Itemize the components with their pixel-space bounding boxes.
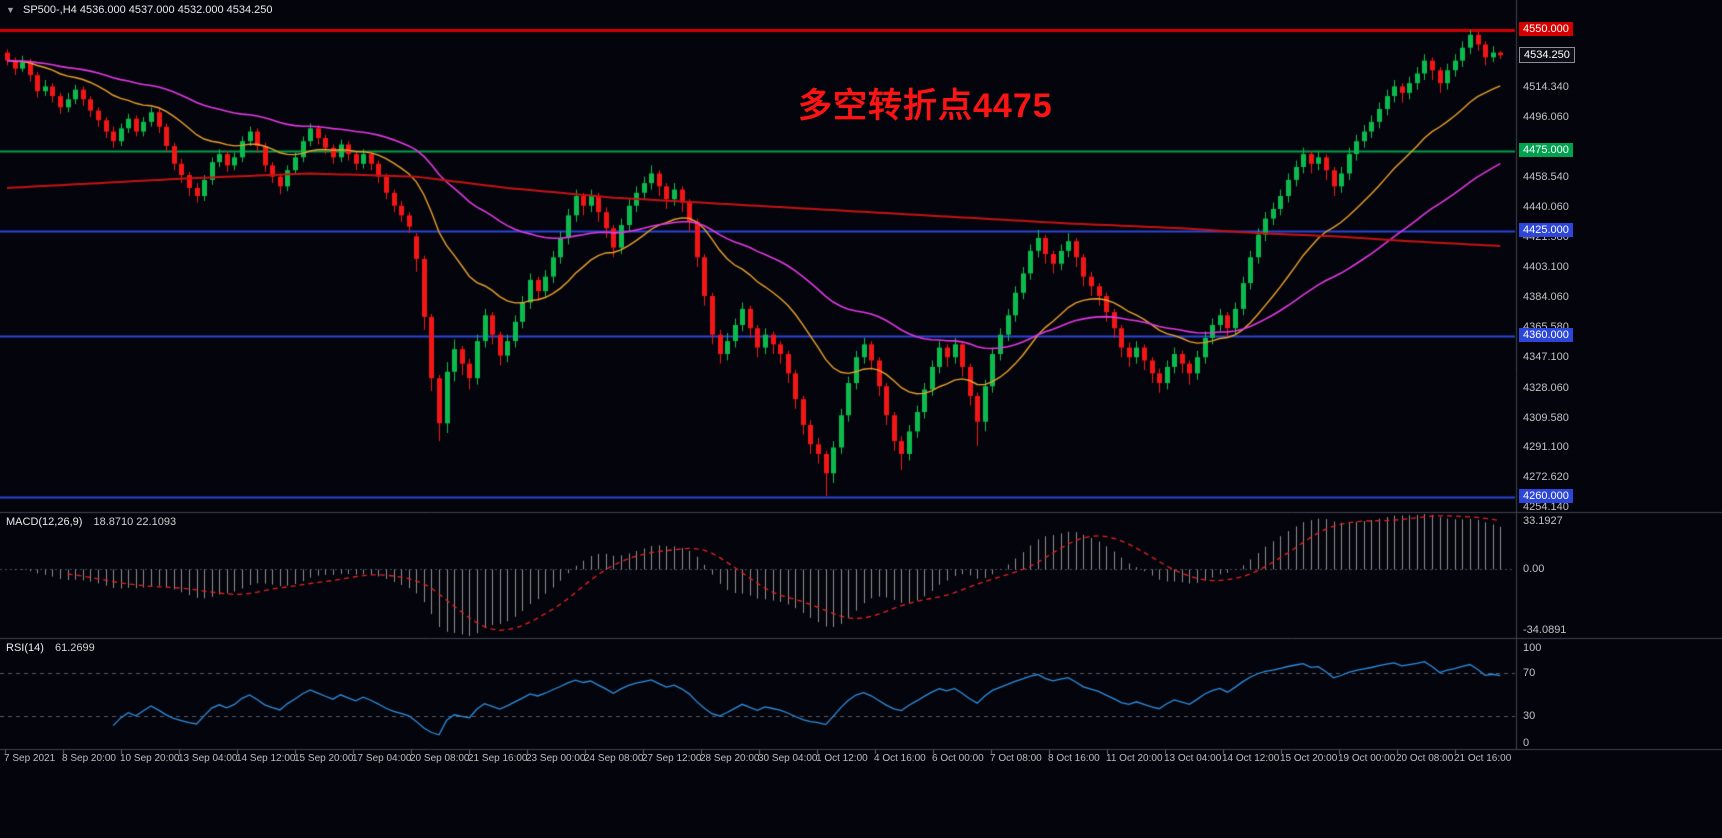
price-tick: 4514.340 (1523, 81, 1569, 94)
rsi-value: 61.2699 (54, 642, 95, 654)
price-level-badge: 4260.000 (1519, 489, 1573, 504)
time-label: 11 Oct 20:00 (1106, 753, 1163, 764)
price-axis[interactable]: 4514.3404496.0604458.5404440.0604421.580… (1517, 0, 1722, 750)
time-label: 7 Sep 2021 (4, 753, 56, 764)
time-label: 13 Oct 04:00 (1164, 753, 1222, 764)
time-label: 30 Sep 04:00 (758, 753, 818, 764)
time-label: 15 Oct 20:00 (1280, 753, 1338, 764)
time-label: 8 Oct 16:00 (1048, 753, 1100, 764)
time-label: 28 Sep 20:00 (700, 753, 760, 764)
time-label: 24 Sep 08:00 (584, 753, 644, 764)
price-tick: 4291.100 (1523, 441, 1569, 454)
panel-splitter-rsi[interactable] (0, 635, 1722, 641)
price-level-badge: 4475.000 (1519, 142, 1573, 157)
rsi-header: RSI(14) 61.2699 (6, 642, 95, 654)
price-tick: 4496.060 (1523, 110, 1569, 123)
price-tick: 4440.060 (1523, 201, 1569, 214)
price-level-badge: 4360.000 (1519, 328, 1573, 343)
time-label: 20 Oct 08:00 (1396, 753, 1454, 764)
price-tick: 4272.620 (1523, 471, 1569, 484)
time-label: 19 Oct 00:00 (1338, 753, 1396, 764)
time-label: 6 Oct 00:00 (932, 753, 984, 764)
last-price-badge: 4534.250 (1519, 47, 1575, 64)
macd-axis-max: 33.1927 (1523, 515, 1563, 527)
macd-values: 18.8710 22.1093 (93, 516, 177, 528)
time-label: 21 Oct 16:00 (1454, 753, 1512, 764)
time-label: 8 Sep 20:00 (62, 753, 116, 764)
rsi-axis-30: 30 (1523, 709, 1536, 722)
time-label: 27 Sep 12:00 (642, 753, 702, 764)
price-level-badge: 4550.000 (1519, 21, 1573, 36)
time-label: 13 Sep 04:00 (178, 753, 238, 764)
macd-label: MACD(12,26,9) (6, 516, 83, 528)
time-label: 15 Sep 20:00 (294, 753, 354, 764)
annotation-text[interactable]: 多空转折点4475 (798, 87, 1053, 125)
time-label: 17 Sep 04:00 (352, 753, 412, 764)
time-label: 23 Sep 00:00 (526, 753, 586, 764)
time-label: 14 Oct 12:00 (1222, 753, 1280, 764)
time-label: 1 Oct 12:00 (816, 753, 868, 764)
price-tick: 4328.060 (1523, 381, 1569, 394)
macd-header: MACD(12,26,9) 18.8710 22.1093 (6, 516, 176, 528)
price-tick: 4384.060 (1523, 291, 1569, 304)
price-level-badge: 4425.000 (1519, 223, 1573, 238)
time-label: 20 Sep 08:00 (410, 753, 470, 764)
symbol-ohlc-text: SP500-,H4 4536.000 4537.000 4532.000 453… (22, 4, 273, 16)
price-tick: 4458.540 (1523, 171, 1569, 184)
time-label: 7 Oct 08:00 (990, 753, 1042, 764)
rsi-axis-70: 70 (1523, 667, 1536, 680)
price-tick: 4254.140 (1523, 500, 1569, 513)
time-label: 4 Oct 16:00 (874, 753, 926, 764)
macd-axis-zero: 0.00 (1523, 563, 1545, 576)
rsi-axis-0: 0 (1523, 737, 1530, 749)
symbol-info: ▼ SP500-,H4 4536.000 4537.000 4532.000 4… (6, 4, 273, 16)
time-label: 10 Sep 20:00 (120, 753, 180, 764)
time-label: 21 Sep 16:00 (468, 753, 528, 764)
time-label: 14 Sep 12:00 (236, 753, 296, 764)
panel-splitter-macd[interactable] (0, 509, 1722, 515)
price-tick: 4347.100 (1523, 351, 1569, 364)
price-tick: 4403.100 (1523, 260, 1569, 273)
macd-axis-min: -34.0891 (1523, 624, 1567, 636)
rsi-axis-100: 100 (1523, 642, 1542, 654)
price-tick: 4309.580 (1523, 411, 1569, 424)
time-axis[interactable]: 7 Sep 2021 8 Sep 20:00 10 Sep 20:00 13 Sep … (0, 750, 1722, 774)
rsi-label: RSI(14) (6, 642, 44, 654)
chart-shift-icon: ▼ (6, 5, 15, 15)
